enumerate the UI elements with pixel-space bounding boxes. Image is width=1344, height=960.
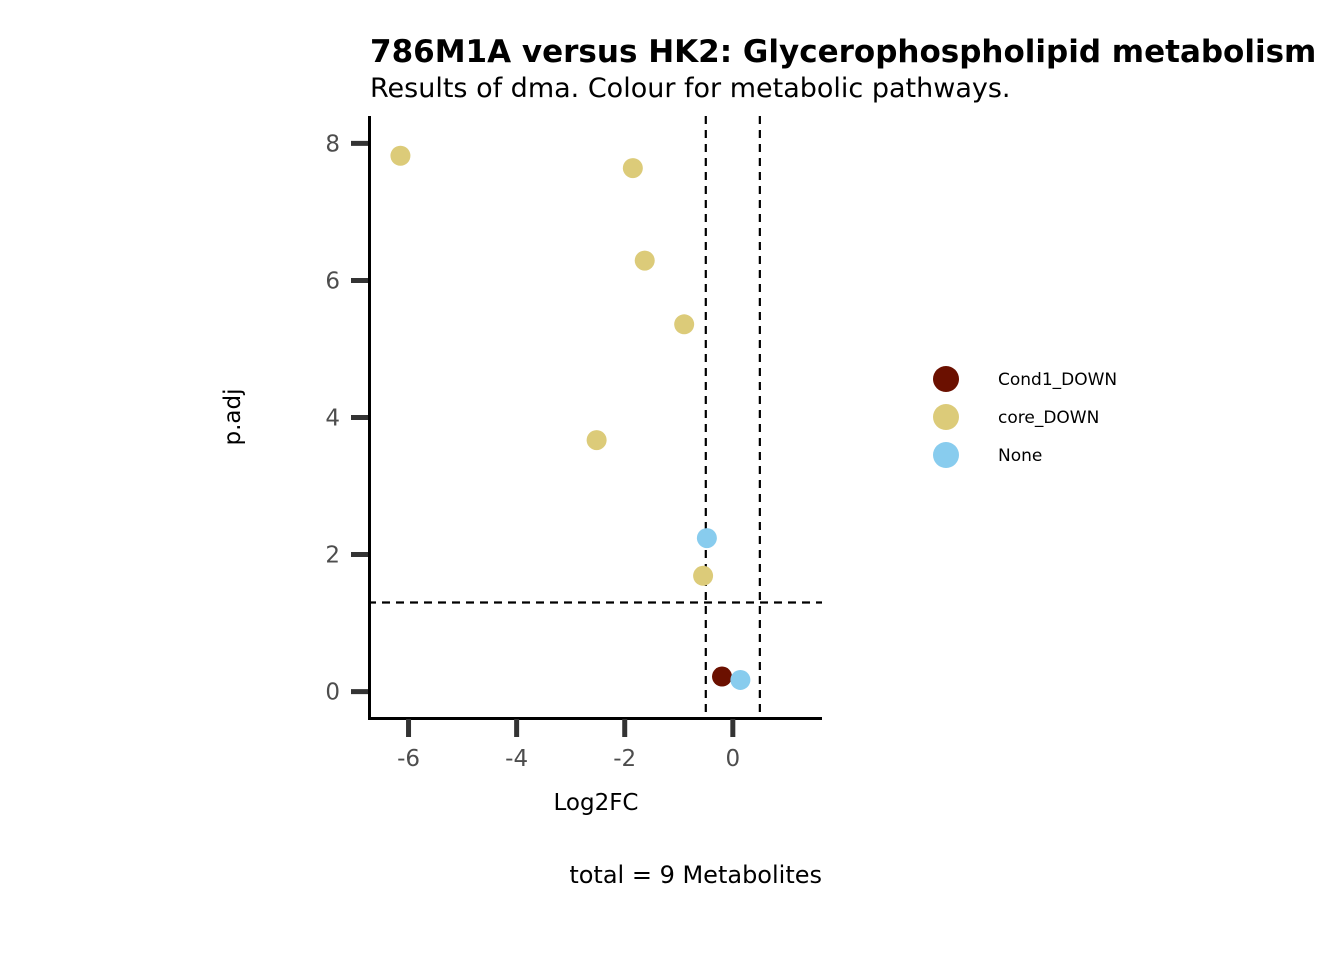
y-tick-label: 6 — [325, 268, 340, 294]
y-tick-label: 0 — [325, 680, 340, 706]
data-point-core-down-4 — [586, 430, 607, 451]
legend: Cond1_DOWN core_DOWN None — [933, 366, 1117, 468]
legend-label: core_DOWN — [998, 408, 1099, 428]
data-point-core-down-5 — [693, 565, 714, 586]
legend-label: Cond1_DOWN — [998, 370, 1117, 390]
x-tick-label: -4 — [505, 746, 528, 772]
data-point-none-0 — [696, 528, 717, 549]
x-tick-label: -2 — [613, 746, 636, 772]
x-tick-label: 0 — [726, 746, 741, 772]
y-tick-label: 4 — [325, 406, 340, 432]
legend-label: None — [998, 446, 1042, 466]
x-axis-ticks: -6 -4 -2 0 — [397, 719, 740, 772]
chart-title: 786M1A versus HK2: Glycerophospholipid m… — [370, 34, 1316, 70]
x-tick-label: -6 — [397, 746, 420, 772]
y-tick-label: 8 — [325, 131, 340, 157]
data-point-core-down-1 — [622, 158, 643, 179]
data-point-core-down-3 — [674, 314, 695, 335]
chart-caption: total = 9 Metabolites — [569, 861, 822, 889]
threshold-lines — [368, 116, 822, 719]
y-axis-ticks: 0 2 4 6 8 — [325, 131, 368, 706]
legend-key-core-down — [933, 404, 959, 430]
data-point-none-1 — [730, 669, 751, 690]
y-tick-label: 2 — [325, 543, 340, 569]
data-point-core-down-0 — [390, 145, 411, 166]
chart-subtitle: Results of dma. Colour for metabolic pat… — [370, 73, 1011, 104]
y-axis-title: p.adj — [220, 389, 246, 446]
legend-key-cond1-down — [933, 366, 959, 392]
legend-key-none — [933, 442, 959, 468]
x-axis-title: Log2FC — [553, 790, 638, 816]
data-point-core-down-2 — [634, 250, 655, 271]
data-points — [390, 145, 751, 690]
data-point-cond1-down-0 — [712, 666, 733, 687]
